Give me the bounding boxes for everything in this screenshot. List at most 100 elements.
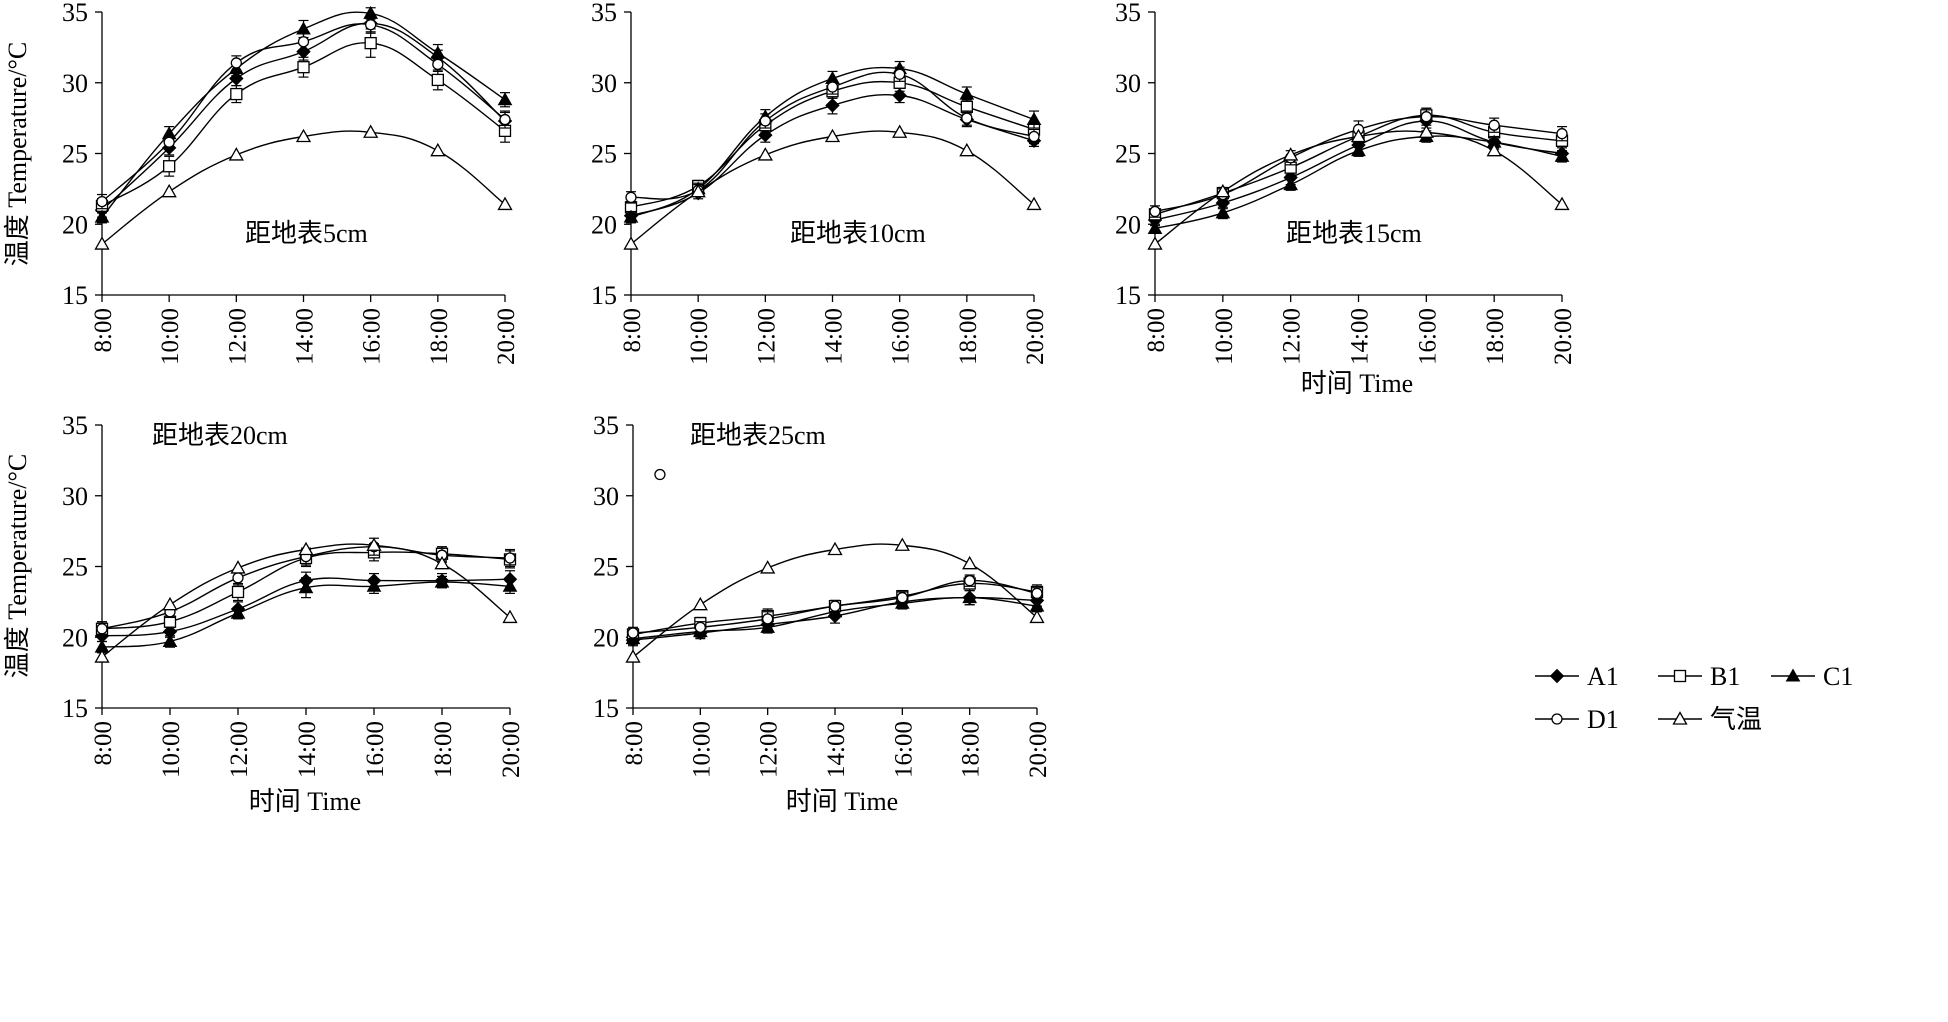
x-tick-label: 18:00 [426,308,453,365]
data-point [1350,128,1367,143]
y-tick-label: 25 [591,140,617,169]
y-tick-label: 30 [62,69,88,98]
x-tick-label: 18:00 [955,308,982,365]
series-B1 [95,28,512,214]
y-tick-label: 20 [593,623,619,652]
y-tick-label: 15 [591,281,617,310]
data-point [431,73,444,87]
data-point [1554,148,1570,162]
y-tick-label: 20 [62,210,88,239]
legend-label: 气温 [1710,705,1762,734]
data-point [430,142,446,157]
data-point [826,81,839,93]
y-tick-label: 25 [1115,140,1141,169]
x-tick-label: 16:00 [359,308,386,365]
y-tick-label: 30 [62,482,88,511]
data-point [894,537,910,551]
data-point [96,195,108,208]
data-point [298,580,314,594]
x-tick-label: 14:00 [294,721,321,778]
data-point [162,633,178,647]
x-tick-label: 10:00 [686,308,713,365]
panel-title: 距地表20cm [152,421,288,450]
series-D1 [627,574,1043,640]
data-point [94,649,110,663]
x-tick-label: 8:00 [90,721,117,765]
data-point [364,36,377,50]
data-point [1029,609,1045,624]
x-tick-label: 18:00 [1482,308,1509,365]
data-point [434,574,450,588]
data-point [625,191,637,204]
data-point [363,124,379,138]
x-tick-label: 12:00 [224,308,251,365]
series-气温 [1147,124,1570,250]
data-point [760,560,776,574]
data-point [499,113,511,126]
data-point [96,623,108,635]
data-point [430,45,446,59]
data-point [690,183,706,198]
data-point [1488,119,1500,131]
y-tick-label: 15 [62,281,88,310]
data-point [625,649,641,663]
data-point [1420,111,1432,123]
x-tick-label: 18:00 [958,721,985,778]
data-point [1283,177,1299,191]
x-tick-label: 20:00 [498,721,525,778]
data-point [366,537,382,551]
data-point [296,21,311,35]
series-气温 [94,537,518,663]
panel-title: 距地表10cm [790,219,926,248]
data-point [1215,183,1231,198]
chart-panel-1: 15 20 25 30 35 8:00 10:00 12:00 14:00 16:00 18:00 2… [3,0,520,365]
y-tick-label: 35 [591,0,617,27]
data-point [161,183,177,198]
data-point [1026,112,1042,126]
panel-title: 距地表25cm [690,421,826,450]
x-tick-label: 12:00 [226,721,253,778]
legend-label: D1 [1587,705,1619,734]
series-C1 [1147,129,1570,234]
y-tick-label: 20 [62,623,88,652]
series-气温 [94,124,513,250]
data-point [829,600,841,612]
data-point [94,236,110,250]
x-tick-label: 16:00 [1414,308,1441,365]
data-point [1147,220,1163,234]
y-tick-label: 15 [1115,281,1141,310]
y-tick-label: 35 [62,411,88,440]
data-point [757,147,773,161]
data-point [894,68,906,80]
data-point [896,591,908,604]
data-point [627,627,639,639]
data-point [232,572,244,584]
x-tick-label: 14:00 [821,308,848,365]
data-point [1556,128,1568,140]
x-tick-label: 10:00 [1211,308,1238,365]
data-point [1031,587,1043,600]
y-tick-label: 25 [593,553,619,582]
series-A1 [623,87,1042,223]
y-tick-label: 35 [593,411,619,440]
series-D1 [96,15,511,210]
legend-marker [1785,668,1801,682]
data-point [230,57,242,69]
data-point [825,98,840,113]
data-point [892,124,908,138]
data-point [502,578,518,592]
data-point [623,236,639,250]
chart-panel-4: 15 20 25 30 35 8:00 10:00 12:00 14:00 16:00 18:00 2… [3,411,525,816]
data-point [432,58,444,71]
y-tick-label: 30 [1115,69,1141,98]
data-point [759,115,771,127]
legend-marker [1672,711,1688,725]
data-point [502,609,518,624]
y-tick-label: 30 [593,482,619,511]
y-tick-label: 20 [591,210,617,239]
x-tick-label: 10:00 [688,721,715,778]
legend-marker [1673,669,1687,683]
x-tick-label: 20:00 [1550,308,1577,365]
legend-label: C1 [1823,662,1853,691]
data-point [230,605,246,619]
